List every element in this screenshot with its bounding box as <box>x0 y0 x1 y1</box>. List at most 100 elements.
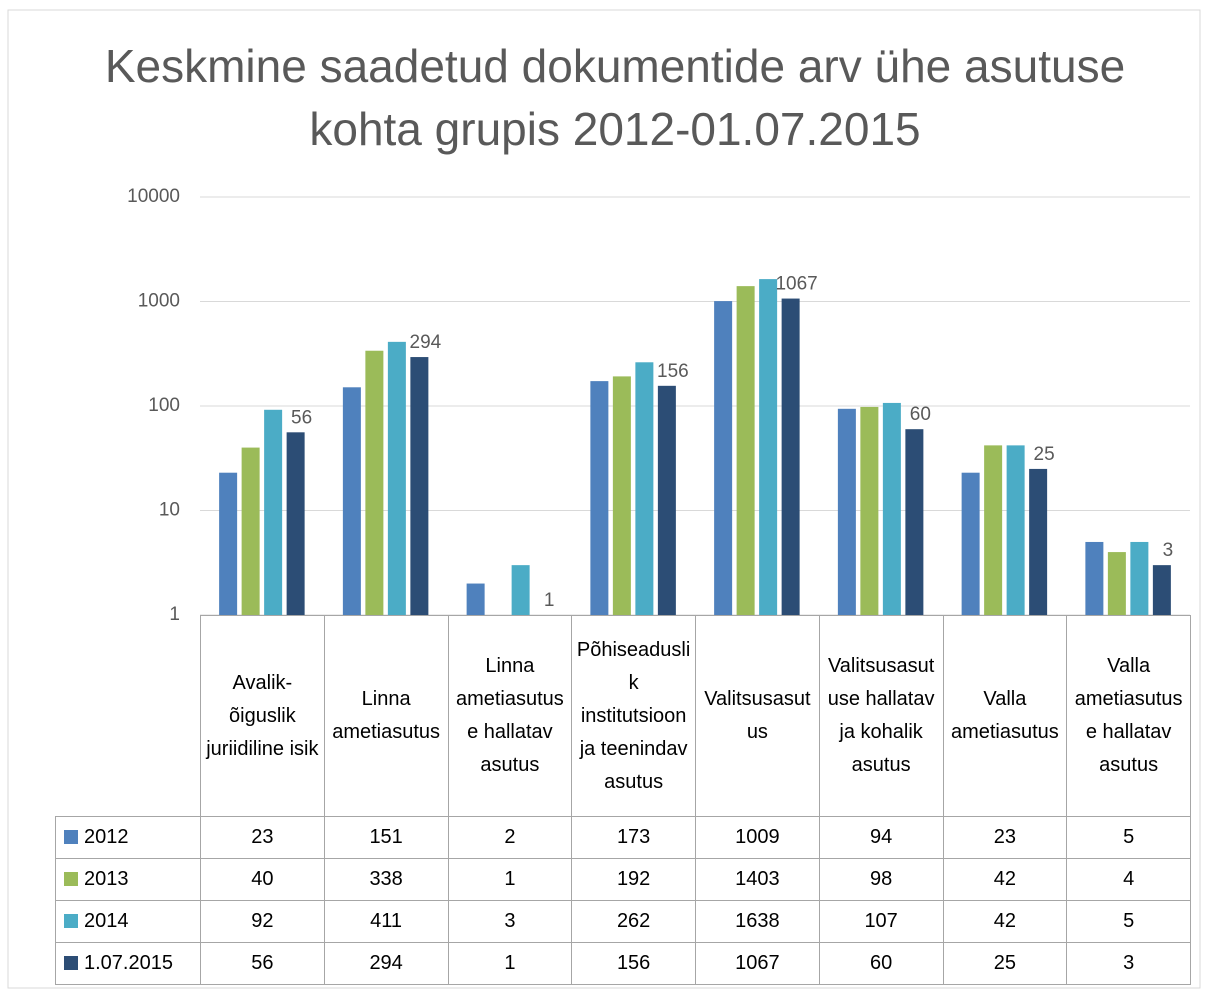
bar <box>1085 541 1104 615</box>
category-label: Valitsusasutuse hallatav ja kohalik asut… <box>818 615 944 817</box>
bar <box>612 376 631 615</box>
table-value: 294 <box>323 942 449 985</box>
table-value: 23 <box>942 816 1068 859</box>
table-value: 5 <box>1066 816 1191 859</box>
data-label: 294 <box>410 332 442 353</box>
series-row: 2012 23 151 2 173 1009 94 23 5 <box>55 816 1191 859</box>
category-label: Linna ametiasutus <box>323 615 449 817</box>
bar <box>882 402 901 615</box>
category-label: Põhiseaduslik institutsioon ja teenindav… <box>571 615 696 817</box>
bar <box>466 583 485 615</box>
data-label: 60 <box>910 404 931 425</box>
legend-cell: 2013 <box>55 858 201 901</box>
bar <box>1107 552 1126 615</box>
data-label: 3 <box>1163 540 1174 561</box>
data-label: 1067 <box>775 274 817 295</box>
table-value: 1009 <box>695 816 820 859</box>
table-value: 40 <box>200 858 325 901</box>
category-label: Linna ametiasutuse hallatav asutus <box>447 615 573 817</box>
legend-label: 2013 <box>84 868 129 890</box>
bar <box>860 406 879 615</box>
y-tick-label: 100 <box>148 395 180 416</box>
table-value: 1 <box>447 858 573 901</box>
legend-label: 2012 <box>84 826 129 848</box>
y-tick-label: 10 <box>159 500 180 521</box>
header-row: Avalik-õiguslik juriidiline isik Linna am… <box>55 615 1191 817</box>
data-label: 56 <box>291 407 312 428</box>
legend-cell: 1.07.2015 <box>55 942 201 985</box>
table-value: 23 <box>200 816 325 859</box>
table-value: 1403 <box>695 858 820 901</box>
bar <box>905 429 924 615</box>
bar <box>387 341 406 615</box>
legend-label: 2014 <box>84 910 129 932</box>
bar <box>759 279 778 615</box>
data-label: 25 <box>1034 444 1055 465</box>
series-row: 2013 40 338 1 192 1403 98 42 4 <box>55 858 1191 901</box>
table-value: 192 <box>571 858 696 901</box>
bar <box>781 298 800 615</box>
table-value: 92 <box>200 900 325 943</box>
table-value: 411 <box>323 900 449 943</box>
y-tick-label: 1000 <box>138 291 180 312</box>
bar <box>1152 565 1171 615</box>
bar <box>657 385 676 615</box>
table-value: 151 <box>323 816 449 859</box>
bar <box>286 432 305 615</box>
series-row: 1.07.2015 56 294 1 156 1067 60 25 3 <box>55 942 1191 985</box>
legend-label: 1.07.2015 <box>84 952 173 974</box>
table-value: 262 <box>571 900 696 943</box>
category-label: Valitsusasutus <box>695 615 820 817</box>
legend-key <box>64 914 78 928</box>
table-value: 3 <box>1066 942 1191 985</box>
bar <box>511 565 530 615</box>
legend-cell: 2014 <box>55 900 201 943</box>
bar <box>984 445 1003 615</box>
table-value: 1 <box>447 942 573 985</box>
blank-cell <box>55 615 201 817</box>
bar <box>1006 445 1025 615</box>
bar <box>736 286 755 615</box>
data-label: 156 <box>657 361 689 382</box>
table-value: 42 <box>942 900 1068 943</box>
category-label: Avalik-õiguslik juriidiline isik <box>200 615 325 817</box>
table-value: 107 <box>818 900 944 943</box>
bar <box>365 350 384 615</box>
table-value: 4 <box>1066 858 1191 901</box>
table-value: 42 <box>942 858 1068 901</box>
y-tick-label: 10000 <box>127 186 180 207</box>
bar <box>264 409 283 615</box>
table-value: 5 <box>1066 900 1191 943</box>
bar <box>635 362 654 615</box>
data-table: Avalik-õiguslik juriidiline isik Linna am… <box>55 615 1191 985</box>
table-value: 98 <box>818 858 944 901</box>
series-row: 2014 92 411 3 262 1638 107 42 5 <box>55 900 1191 943</box>
legend-key <box>64 830 78 844</box>
bar <box>837 408 856 615</box>
table-value: 60 <box>818 942 944 985</box>
table-value: 56 <box>200 942 325 985</box>
category-label: Valla ametiasutus <box>942 615 1068 817</box>
bar <box>1130 541 1149 615</box>
table-value: 25 <box>942 942 1068 985</box>
legend-cell: 2012 <box>55 816 201 859</box>
table-value: 2 <box>447 816 573 859</box>
table-value: 1067 <box>695 942 820 985</box>
table-value: 173 <box>571 816 696 859</box>
chart-border <box>7 9 1201 989</box>
legend-key <box>64 956 78 970</box>
bar <box>1029 468 1048 615</box>
bar <box>241 447 260 615</box>
table-value: 338 <box>323 858 449 901</box>
table-value: 1638 <box>695 900 820 943</box>
bar <box>714 301 733 615</box>
category-label: Valla ametiasutuse hallatav asutus <box>1066 615 1191 817</box>
bar <box>342 387 361 615</box>
chart-title: Keskmine saadetud dokumentide arv ühe as… <box>105 40 1125 155</box>
bar <box>961 472 980 615</box>
table-value: 3 <box>447 900 573 943</box>
table-value: 156 <box>571 942 696 985</box>
y-tick-label: 1 <box>169 604 180 625</box>
